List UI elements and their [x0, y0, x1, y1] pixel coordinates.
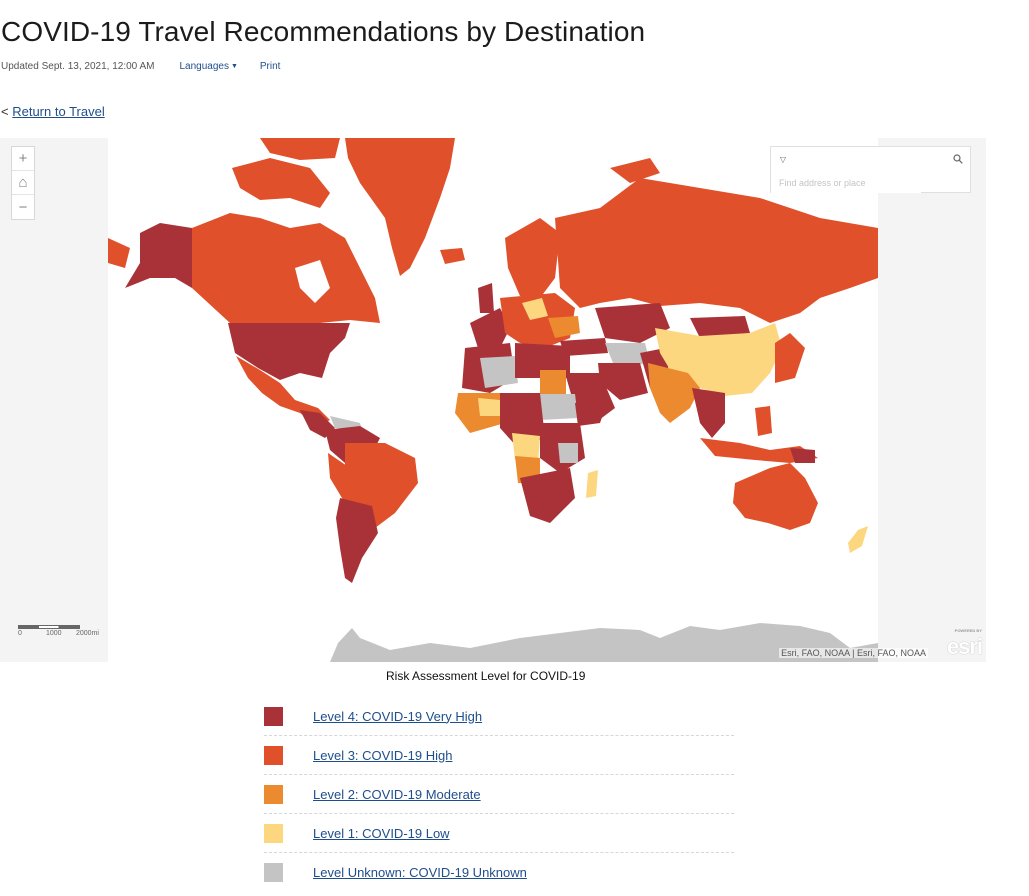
back-prefix: <: [1, 104, 9, 119]
page-title: COVID-19 Travel Recommendations by Desti…: [1, 16, 646, 47]
scale-label-1000: 1000: [46, 630, 62, 637]
region-scandinavia: [505, 218, 560, 298]
region-india: [648, 363, 700, 423]
region-east-africa-unknown: [558, 443, 578, 463]
level-unknown-link[interactable]: Level Unknown: COVID-19 Unknown: [313, 865, 527, 880]
region-antarctica: [330, 623, 878, 662]
region-canada-islands-2: [260, 138, 340, 160]
chevron-down-icon: ▽: [779, 154, 787, 164]
languages-label: Languages: [179, 61, 229, 72]
region-philippines: [755, 406, 772, 436]
region-mexico: [236, 356, 330, 426]
scale-bar: 0 1000 2000mi: [18, 625, 108, 639]
level-3-link[interactable]: Level 3: COVID-19 High: [313, 747, 453, 763]
region-europe-west: [470, 308, 510, 348]
region-central-asia: [605, 343, 650, 368]
zoom-in-button[interactable]: +: [12, 147, 34, 171]
world-map[interactable]: + ⌂ − ▽ 0 1000 2000mi Esri, FAO, NOAA | …: [0, 138, 986, 662]
search-input[interactable]: [771, 173, 921, 193]
region-russia-north-islands: [610, 158, 660, 183]
region-argentina-chile: [336, 498, 378, 583]
level-4-link[interactable]: Level 4: COVID-19 Very High: [313, 708, 483, 724]
caret-down-icon: ▼: [230, 63, 238, 70]
region-kazakhstan: [595, 303, 670, 343]
languages-dropdown[interactable]: Languages ▼: [179, 61, 237, 72]
scale-bar-graphic: [18, 625, 80, 629]
region-madagascar: [586, 470, 598, 498]
region-egypt: [540, 370, 566, 394]
region-west-africa-low: [478, 398, 500, 416]
search-icon: [953, 154, 963, 164]
region-europe-low: [522, 298, 548, 320]
updated-timestamp: Updated Sept. 13, 2021, 12:00 AM: [1, 61, 155, 72]
zoom-control: + ⌂ −: [11, 146, 35, 220]
map-canvas[interactable]: [0, 138, 986, 662]
region-sahara-unknown: [480, 356, 518, 388]
region-indonesia: [700, 438, 818, 463]
return-to-travel-link[interactable]: Return to Travel: [12, 104, 105, 119]
region-korea-japan: [775, 333, 805, 383]
legend: Level 4: COVID-19 Very High Level 3: COV…: [264, 697, 734, 892]
swatch-level-1: [264, 823, 283, 843]
search-widget: ▽: [770, 146, 971, 193]
region-se-asia: [692, 388, 725, 438]
level-1-link[interactable]: Level 1: COVID-19 Low: [313, 825, 450, 841]
region-uk: [478, 283, 494, 313]
meta-row: Updated Sept. 13, 2021, 12:00 AM Languag…: [1, 61, 280, 72]
legend-item-level-2: Level 2: COVID-19 Moderate: [264, 775, 734, 814]
legend-item-level-unknown: Level Unknown: COVID-19 Unknown: [264, 853, 734, 892]
region-iceland: [440, 248, 465, 264]
source-dropdown-toggle[interactable]: ▽: [771, 147, 795, 171]
legend-item-level-1: Level 1: COVID-19 Low: [264, 814, 734, 853]
region-alaska: [125, 223, 192, 288]
legend-item-level-4: Level 4: COVID-19 Very High: [264, 697, 734, 736]
region-mongolia: [690, 316, 750, 338]
region-usa: [228, 323, 350, 380]
region-caribbean: [330, 416, 362, 430]
swatch-level-4: [264, 706, 283, 726]
region-central-africa: [500, 393, 545, 448]
region-new-zealand: [848, 526, 868, 553]
region-turkey: [560, 338, 608, 356]
print-link[interactable]: Print: [259, 61, 281, 72]
level-2-link[interactable]: Level 2: COVID-19 Moderate: [313, 786, 481, 802]
region-balkans: [548, 316, 580, 338]
region-sudan: [538, 394, 578, 420]
swatch-level-2: [264, 784, 283, 804]
region-horn-africa: [575, 400, 608, 426]
legend-item-level-3: Level 3: COVID-19 High: [264, 736, 734, 775]
scale-label-2000: 2000mi: [76, 630, 99, 637]
region-canada: [192, 213, 380, 323]
map-attribution[interactable]: Esri, FAO, NOAA | Esri, FAO, NOAA: [779, 648, 928, 658]
esri-logo-text: esri: [946, 634, 983, 659]
region-peru-bolivia: [328, 453, 360, 503]
region-australia: [733, 463, 818, 530]
region-greenland: [345, 138, 455, 276]
region-north-africa-east: [515, 343, 570, 378]
scale-label-0: 0: [18, 630, 22, 637]
region-iran: [598, 363, 648, 400]
region-png: [790, 448, 815, 463]
esri-logo[interactable]: POWERED BY esri: [946, 628, 983, 660]
region-southern-africa: [520, 468, 575, 523]
region-canada-islands: [232, 158, 330, 208]
region-congo: [512, 433, 540, 463]
home-button[interactable]: ⌂: [12, 171, 34, 195]
region-russia: [555, 178, 878, 323]
breadcrumb: < Return to Travel: [1, 104, 105, 119]
legend-title: Risk Assessment Level for COVID-19: [386, 669, 586, 683]
swatch-level-unknown: [264, 863, 283, 882]
search-button[interactable]: [946, 147, 970, 171]
swatch-level-3: [264, 745, 283, 765]
region-hudson-bay: [295, 260, 330, 303]
esri-logo-caption: POWERED BY: [954, 628, 982, 633]
zoom-out-button[interactable]: −: [18, 198, 28, 216]
region-alaska-west: [108, 238, 130, 268]
